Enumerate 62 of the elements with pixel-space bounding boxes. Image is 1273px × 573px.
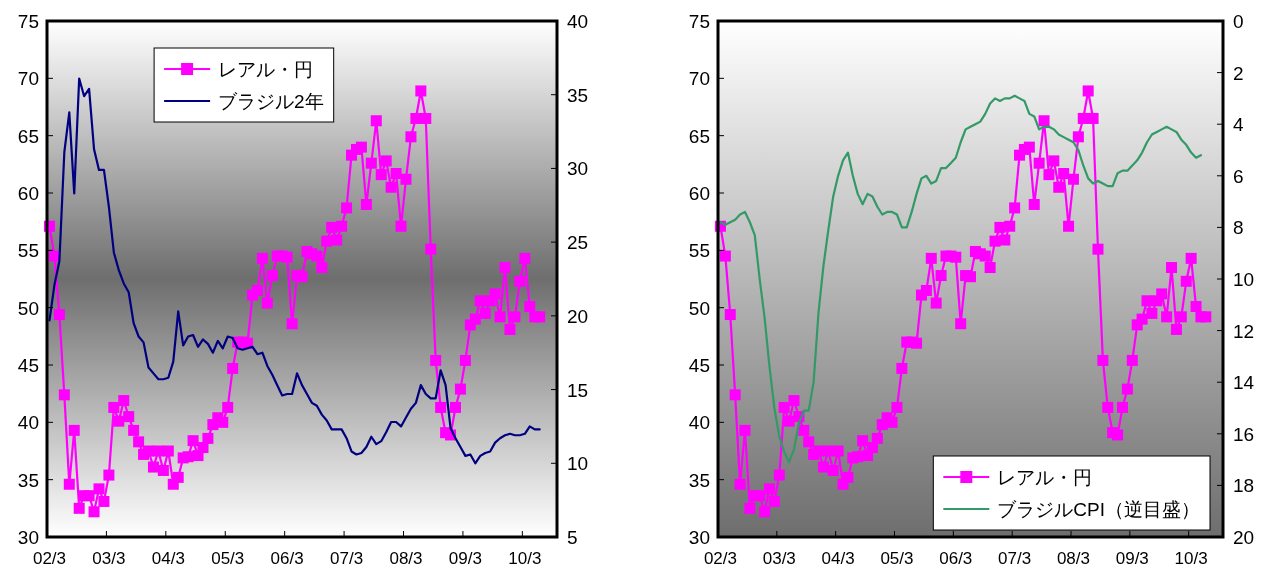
y2-tick-label: 16 [1233,423,1255,445]
y2-tick-label: 2 [1233,62,1244,84]
y2-tick-label: 15 [567,379,589,401]
x-tick-label: 06/3 [939,549,973,568]
x-tick-label: 10/3 [508,549,542,568]
x-tick-label: 10/3 [1174,549,1208,568]
y2-tick-label: 14 [1233,372,1255,394]
x-tick-label: 02/3 [32,549,67,568]
legend-label: レアル・円 [218,59,314,80]
y2-tick-label: 20 [1233,527,1255,548]
y2-tick-label: 10 [1233,269,1255,290]
y-tick-label: 70 [688,68,710,90]
x-tick-label: 05/3 [211,549,245,568]
y-tick-label: 50 [688,297,710,319]
y-tick-label: 60 [688,183,710,204]
y-tick-label: 75 [17,11,39,32]
y2-tick-label: 10 [567,453,589,475]
y-tick-label: 70 [17,68,39,90]
y-tick-label: 65 [688,125,710,147]
y-tick-label: 50 [17,297,39,319]
y-tick-label: 40 [17,412,39,434]
y-tick-label: 35 [688,469,710,491]
x-tick-label: 08/3 [389,549,423,568]
x-tick-label: 09/3 [448,549,482,568]
y-tick-label: 30 [17,527,39,548]
y2-tick-label: 6 [1233,165,1244,187]
x-tick-label: 03/3 [92,549,126,568]
x-tick-label: 04/3 [151,549,185,568]
y-tick-label: 65 [17,125,39,147]
line-series [48,77,541,465]
y-tick-label: 60 [17,183,39,204]
y-tick-label: 45 [688,355,710,376]
x-tick-label: 04/3 [821,549,855,568]
x-tick-label: 07/3 [998,549,1032,568]
y2-tick-label: 20 [567,305,589,327]
y-tick-label: 75 [688,11,710,32]
y2-tick-label: 18 [1233,475,1255,497]
y2-tick-label: 30 [567,158,589,180]
y-tick-label: 30 [688,527,710,548]
y2-tick-label: 25 [567,232,589,254]
y-tick-label: 35 [17,469,39,491]
y-tick-label: 55 [688,240,710,262]
y2-tick-label: 8 [1233,217,1244,239]
y2-tick-label: 0 [1233,11,1244,32]
x-tick-label: 09/3 [1115,549,1149,568]
y-tick-label: 40 [688,412,710,434]
y2-tick-label: 35 [567,84,589,106]
y2-tick-label: 5 [567,527,578,548]
y2-tick-label: 40 [567,11,589,32]
legend-label: ブラジル2年 [218,91,324,112]
y-tick-label: 55 [17,240,39,262]
x-tick-label: 07/3 [330,549,364,568]
y2-tick-label: 12 [1233,320,1255,342]
x-tick-label: 03/3 [762,549,796,568]
x-tick-label: 06/3 [270,549,304,568]
x-tick-label: 08/3 [1056,549,1091,568]
y2-tick-label: 4 [1233,114,1244,136]
x-tick-label: 02/3 [703,549,737,568]
legend-label: ブラジルCPI（逆目盛） [997,499,1200,520]
y-tick-label: 45 [17,355,39,376]
x-tick-label: 05/3 [880,549,914,568]
legend-label: レアル・円 [997,467,1093,488]
